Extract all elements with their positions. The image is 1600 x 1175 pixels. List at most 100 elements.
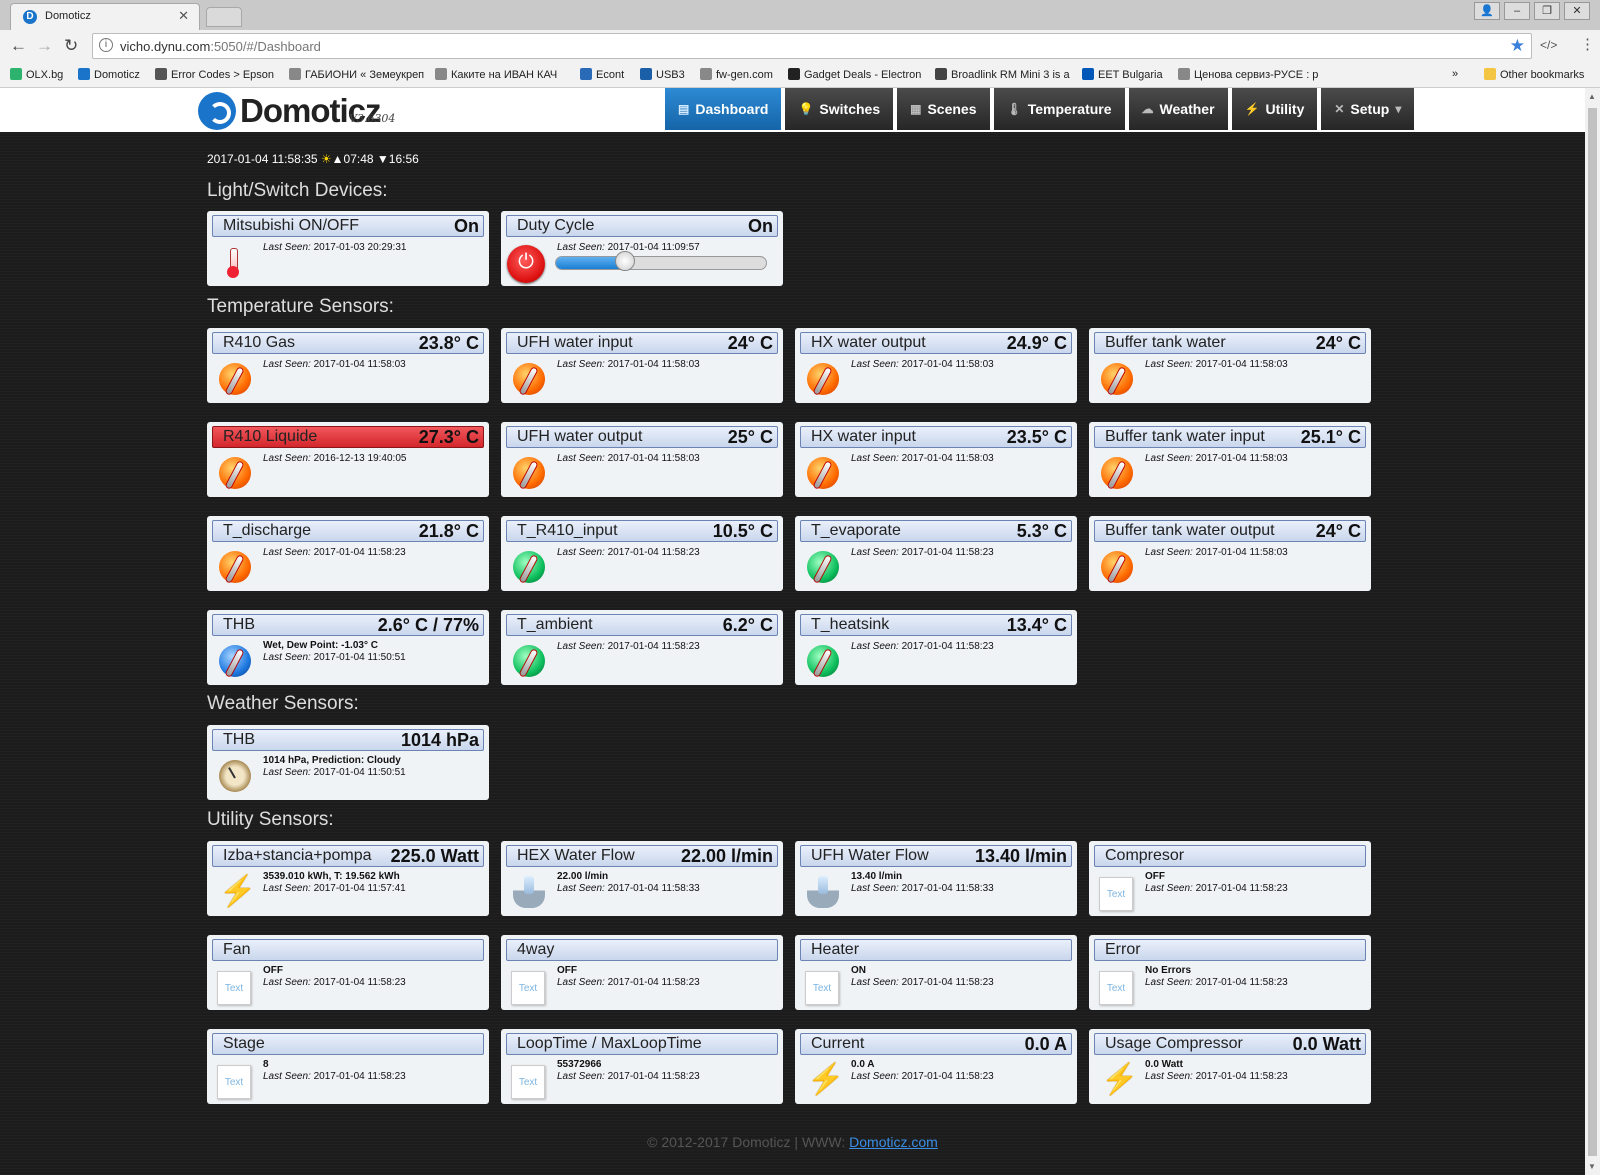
device-card[interactable]: Current 0.0 A 0.0 A Last Seen: 2017-01-04 1… (795, 1029, 1077, 1104)
tab-switches[interactable]: 💡 Switches (785, 88, 894, 130)
text-sensor-icon[interactable]: Text (511, 971, 545, 1005)
bookmark-item[interactable]: Ценова сервиз-РУСЕ : р (1178, 68, 1318, 81)
address-bar[interactable]: i vicho.dynu.com:5050/#/Dashboard ★ (92, 33, 1532, 59)
temperature-gauge-icon[interactable] (1101, 551, 1133, 583)
back-arrow-icon[interactable]: ← (10, 36, 27, 55)
maximize-icon[interactable]: ❐ (1534, 2, 1560, 20)
bookmark-item[interactable]: Каките на ИВАН КАЧ (435, 68, 557, 81)
bookmark-item[interactable]: Broadlink RM Mini 3 is a (935, 68, 1070, 81)
device-card[interactable]: Buffer tank water output 24° C Last Seen: … (1089, 516, 1371, 591)
device-card[interactable]: Buffer tank water input 25.1° C Last Seen:… (1089, 422, 1371, 497)
text-sensor-icon[interactable]: Text (217, 1065, 251, 1099)
close-tab-icon[interactable]: ✕ (178, 8, 189, 23)
bookmark-item[interactable]: OLX.bg (10, 68, 63, 81)
close-window-icon[interactable]: ✕ (1564, 2, 1590, 20)
new-tab-button[interactable] (206, 7, 242, 27)
device-card[interactable]: HX water output 24.9° C Last Seen: 2017-01… (795, 328, 1077, 403)
duty-cycle-slider[interactable] (555, 256, 767, 270)
device-card[interactable]: UFH water input 24° C Last Seen: 2017-01-0… (501, 328, 783, 403)
bookmark-star-icon[interactable]: ★ (1509, 36, 1525, 55)
water-flow-icon[interactable] (513, 876, 545, 908)
barometer-icon[interactable] (219, 760, 251, 792)
slider-handle[interactable] (614, 251, 635, 271)
device-card[interactable]: R410 Liquide 27.3° C Last Seen: 2016-12-13… (207, 422, 489, 497)
temperature-gauge-icon[interactable] (1101, 457, 1133, 489)
device-card[interactable]: HX water input 23.5° C Last Seen: 2017-01-… (795, 422, 1077, 497)
tab-weather[interactable]: ☁ Weather (1128, 88, 1228, 130)
device-card[interactable]: 4way OFF Last Seen: 2017-01-04 11:58:23 Tex… (501, 935, 783, 1010)
temperature-gauge-icon[interactable] (219, 645, 251, 677)
device-card[interactable]: R410 Gas 23.8° C Last Seen: 2017-01-04 11:… (207, 328, 489, 403)
tab-scenes[interactable]: ▦ Scenes (897, 88, 990, 130)
bookmark-item[interactable]: EET Bulgaria (1082, 68, 1163, 81)
bookmark-item[interactable]: Domoticz (78, 68, 140, 81)
lightning-icon[interactable]: ⚡ (807, 1063, 845, 1096)
tab-dashboard[interactable]: ▤ Dashboard (665, 88, 782, 130)
temperature-gauge-icon[interactable] (807, 645, 839, 677)
device-card[interactable]: Heater ON Last Seen: 2017-01-04 11:58:23 Te… (795, 935, 1077, 1010)
text-sensor-icon[interactable]: Text (1099, 971, 1133, 1005)
browser-tab[interactable]: D Domoticz ✕ (10, 3, 200, 30)
temperature-gauge-icon[interactable] (513, 457, 545, 489)
temperature-gauge-icon[interactable] (513, 551, 545, 583)
bookmark-item[interactable]: ГАБИОНИ « Земеукреп (289, 68, 424, 81)
temperature-gauge-icon[interactable] (219, 457, 251, 489)
bookmark-item[interactable]: Error Codes > Epson (155, 68, 274, 81)
temperature-gauge-icon[interactable] (807, 363, 839, 395)
browser-menu-icon[interactable]: ⋮ (1580, 36, 1595, 53)
water-flow-icon[interactable] (807, 876, 839, 908)
bookmarks-overflow-icon[interactable]: » (1452, 68, 1459, 80)
device-card[interactable]: T_ambient 6.2° C Last Seen: 2017-01-04 11:… (501, 610, 783, 685)
device-card[interactable]: Error No Errors Last Seen: 2017-01-04 11:5… (1089, 935, 1371, 1010)
device-card[interactable]: Stage 8 Last Seen: 2017-01-04 11:58:23 Text (207, 1029, 489, 1104)
app-logo-text[interactable]: Domoticz (240, 92, 381, 129)
temperature-gauge-icon[interactable] (1101, 363, 1133, 395)
tab-utility[interactable]: ⚡ Utility (1231, 88, 1318, 130)
device-card[interactable]: THB 1014 hPa 1014 hPa, Prediction: Cloudy L… (207, 725, 489, 800)
device-card[interactable]: UFH water output 25° C Last Seen: 2017-01-… (501, 422, 783, 497)
device-card[interactable]: Buffer tank water 24° C Last Seen: 2017-01… (1089, 328, 1371, 403)
text-sensor-icon[interactable]: Text (217, 971, 251, 1005)
device-card[interactable]: Compresor OFF Last Seen: 2017-01-04 11:58:… (1089, 841, 1371, 916)
minimize-icon[interactable]: – (1504, 2, 1530, 20)
power-icon[interactable] (507, 245, 545, 283)
device-card[interactable]: T_R410_input 10.5° C Last Seen: 2017-01-04… (501, 516, 783, 591)
device-card[interactable]: Usage Compressor 0.0 Watt 0.0 Watt Last See… (1089, 1029, 1371, 1104)
bookmark-item[interactable]: USB3 (640, 68, 685, 81)
device-card[interactable]: Mitsubishi ON/OFF On Last Seen: 2017-01-03… (207, 211, 489, 286)
device-card[interactable]: UFH Water Flow 13.40 l/min 13.40 l/min Last… (795, 841, 1077, 916)
bookmark-item[interactable]: Econt (580, 68, 624, 81)
device-card[interactable]: Fan OFF Last Seen: 2017-01-04 11:58:23 Text (207, 935, 489, 1010)
bookmark-item[interactable]: fw-gen.com (700, 68, 773, 81)
temperature-gauge-icon[interactable] (513, 363, 545, 395)
lightning-icon[interactable]: ⚡ (1101, 1063, 1139, 1096)
bookmark-item[interactable]: Gadget Deals - Electron (788, 68, 921, 81)
device-card[interactable]: LoopTime / MaxLoopTime 55372966 Last Seen:… (501, 1029, 783, 1104)
code-extension-icon[interactable]: </> (1540, 38, 1558, 52)
device-card[interactable]: T_evaporate 5.3° C Last Seen: 2017-01-04 1… (795, 516, 1077, 591)
temperature-gauge-icon[interactable] (219, 363, 251, 395)
footer-link[interactable]: Domoticz.com (849, 1134, 938, 1150)
lightning-icon[interactable]: ⚡ (219, 875, 257, 908)
temperature-gauge-icon[interactable] (513, 645, 545, 677)
tab-temperature[interactable]: 🌡 Temperature (993, 88, 1125, 130)
other-bookmarks[interactable]: Other bookmarks (1484, 68, 1584, 81)
device-card[interactable]: Duty Cycle On Last Seen: 2017-01-04 11:09:… (501, 211, 783, 286)
page-scrollbar[interactable]: ▲ ▼ (1585, 88, 1600, 1175)
device-card[interactable]: T_heatsink 13.4° C Last Seen: 2017-01-04 1… (795, 610, 1077, 685)
device-card[interactable]: HEX Water Flow 22.00 l/min 22.00 l/min Last… (501, 841, 783, 916)
scroll-thumb[interactable] (1588, 108, 1597, 1156)
device-card[interactable]: T_discharge 21.8° C Last Seen: 2017-01-04 … (207, 516, 489, 591)
temperature-gauge-icon[interactable] (807, 457, 839, 489)
scroll-down-icon[interactable]: ▼ (1588, 1162, 1596, 1171)
text-sensor-icon[interactable]: Text (1099, 877, 1133, 911)
tab-setup[interactable]: ✕ Setup ▾ (1321, 88, 1415, 130)
device-card[interactable]: Izba+stancia+pompa 225.0 Watt 3539.010 kWh… (207, 841, 489, 916)
reload-icon[interactable]: ↻ (64, 36, 79, 55)
domoticz-logo-icon[interactable] (198, 92, 236, 130)
site-info-icon[interactable]: i (99, 38, 113, 52)
thermometer-icon[interactable] (225, 246, 241, 278)
temperature-gauge-icon[interactable] (219, 551, 251, 583)
user-icon[interactable]: 👤 (1474, 2, 1500, 20)
